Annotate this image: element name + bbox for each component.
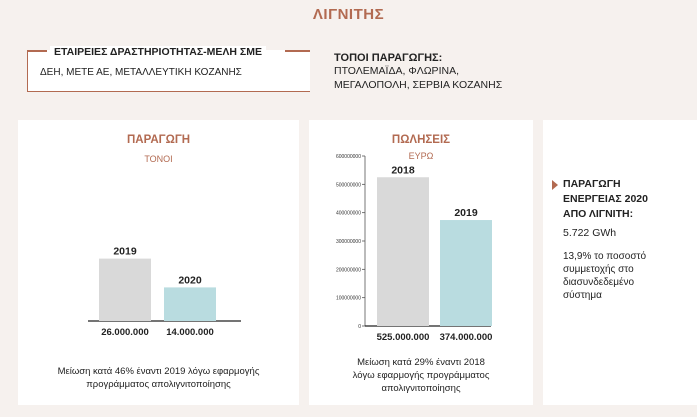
category-label: 2019	[454, 207, 478, 219]
category-label: 2018	[391, 164, 415, 176]
triangle-bullet-icon	[552, 180, 558, 190]
y-tick-label: 400000000	[336, 211, 361, 217]
energy-share: 13,9% το ποσοστό συμμετοχής στο διασυνδε…	[563, 250, 683, 302]
production-note-line-2: προγράμματος απολιγνιτοποίησης	[86, 379, 231, 390]
category-label: 2019	[113, 246, 137, 258]
energy-heading: ΠΑΡΑΓΩΓΗ ΕΝΕΡΓΕΙΑΣ 2020 ΑΠΟ ΛΙΓΝΙΤΗ:	[563, 177, 683, 222]
box-corner-line	[27, 50, 47, 52]
sales-title: ΠΩΛΗΣΕΙΣ	[391, 134, 451, 146]
production-note: Μείωση κατά 46% έναντι 2019 λόγω εφαρμογ…	[18, 365, 299, 391]
bar	[440, 220, 492, 326]
production-title: ΠΑΡΑΓΩΓΗ	[126, 134, 191, 146]
sales-card: ΠΩΛΗΣΕΙΣ ΕΥΡΩ 0 100000000 200000000 3000000…	[309, 120, 533, 405]
y-tick-label: 100000000	[336, 296, 361, 302]
value-label: 26.000.000	[101, 327, 149, 338]
bar	[164, 287, 216, 321]
energy-value: 5.722 GWh	[563, 227, 617, 239]
y-tick-label: 600000000	[336, 154, 361, 160]
y-tick-label: 200000000	[336, 267, 361, 273]
companies-heading: ΕΤΑΙΡΕΙΕΣ ΔΡΑΣΤΗΡΙΟΤΗΤΑΣ-ΜΕΛΗ ΣΜΕ	[50, 46, 266, 58]
y-tick-label: 0	[358, 324, 361, 330]
value-label: 374.000.000	[440, 332, 493, 343]
places-heading: ΤΟΠΟΙ ΠΑΡΑΓΩΓΗΣ:	[334, 52, 443, 64]
energy-heading-line-2: ΕΝΕΡΓΕΙΑΣ 2020	[563, 193, 648, 205]
production-chart: 2019 26.000.000 2020 14.000.000	[88, 246, 241, 338]
places-line-2: ΜΕΓΑΛΟΠΟΛΗ, ΣΕΡΒΙΑ ΚΟΖΑΝΗΣ	[334, 79, 503, 91]
production-card: ΠΑΡΑΓΩΓΗ ΤΟΝΟΙ 2019 26.000.000 2020 14.000.…	[18, 120, 299, 405]
production-note-line-1: Μείωση κατά 46% έναντι 2019 λόγω εφαρμογ…	[57, 366, 260, 377]
box-corner-line	[285, 50, 310, 52]
value-label: 525.000.000	[377, 332, 430, 343]
sales-chart: 0 100000000 200000000 300000000 400000000 500…	[336, 154, 493, 343]
sales-note-line-3: απολιγνιτοποίησης	[381, 383, 461, 394]
sales-note: Μείωση κατά 29% έναντι 2018 λόγω εφαρμογ…	[309, 356, 533, 395]
production-places: ΤΟΠΟΙ ΠΑΡΑΓΩΓΗΣ: ΠΤΟΛΕΜΑΪΔΑ, ΦΛΩΡΙΝΑ, ΜΕ…	[334, 52, 564, 92]
energy-share-line-1: 13,9% το ποσοστό	[563, 251, 647, 262]
places-line-1: ΠΤΟΛΕΜΑΪΔΑ, ΦΛΩΡΙΝΑ,	[334, 65, 459, 77]
sales-note-line-1: Μείωση κατά 29% έναντι 2018	[357, 357, 485, 368]
category-label: 2020	[178, 274, 202, 286]
energy-card	[543, 120, 697, 405]
companies-text: ΔΕΗ, ΜΕΤΕ ΑΕ, ΜΕΤΑΛΛΕΥΤΙΚΗ ΚΟΖΑΝΗΣ	[40, 67, 242, 78]
companies-box: ΕΤΑΙΡΕΙΕΣ ΔΡΑΣΤΗΡΙΟΤΗΤΑΣ-ΜΕΛΗ ΣΜΕ ΔΕΗ, Μ…	[27, 46, 310, 92]
energy-heading-line-3: ΑΠΟ ΛΙΓΝΙΤΗ:	[563, 208, 634, 220]
page-title: ΛΙΓΝΙΤΗΣ	[312, 6, 385, 23]
sales-unit: ΕΥΡΩ	[408, 151, 434, 161]
y-tick-label: 300000000	[336, 239, 361, 245]
value-label: 14.000.000	[166, 327, 214, 338]
energy-share-line-2: συμμετοχής στο	[563, 264, 634, 275]
energy-heading-line-1: ΠΑΡΑΓΩΓΗ	[563, 178, 621, 190]
sales-note-line-2: λόγω εφαρμογής προγράμματος	[352, 370, 490, 381]
energy-share-line-4: σύστημα	[563, 290, 602, 301]
energy-share-line-3: διασυνδεδεμένο	[563, 277, 635, 288]
production-unit: ΤΟΝΟΙ	[144, 154, 173, 164]
bar	[99, 258, 151, 321]
bar	[377, 177, 429, 326]
y-tick-label: 500000000	[336, 182, 361, 188]
